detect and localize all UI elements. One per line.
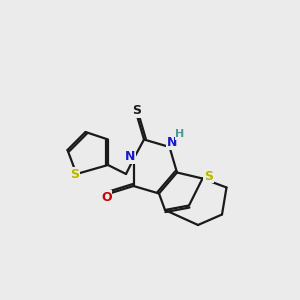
Text: H: H [176, 129, 184, 140]
Text: S: S [70, 167, 80, 181]
Text: N: N [125, 150, 136, 163]
Text: S: S [204, 169, 213, 183]
Text: N: N [167, 136, 177, 149]
Text: O: O [101, 190, 112, 204]
Text: S: S [132, 104, 141, 117]
